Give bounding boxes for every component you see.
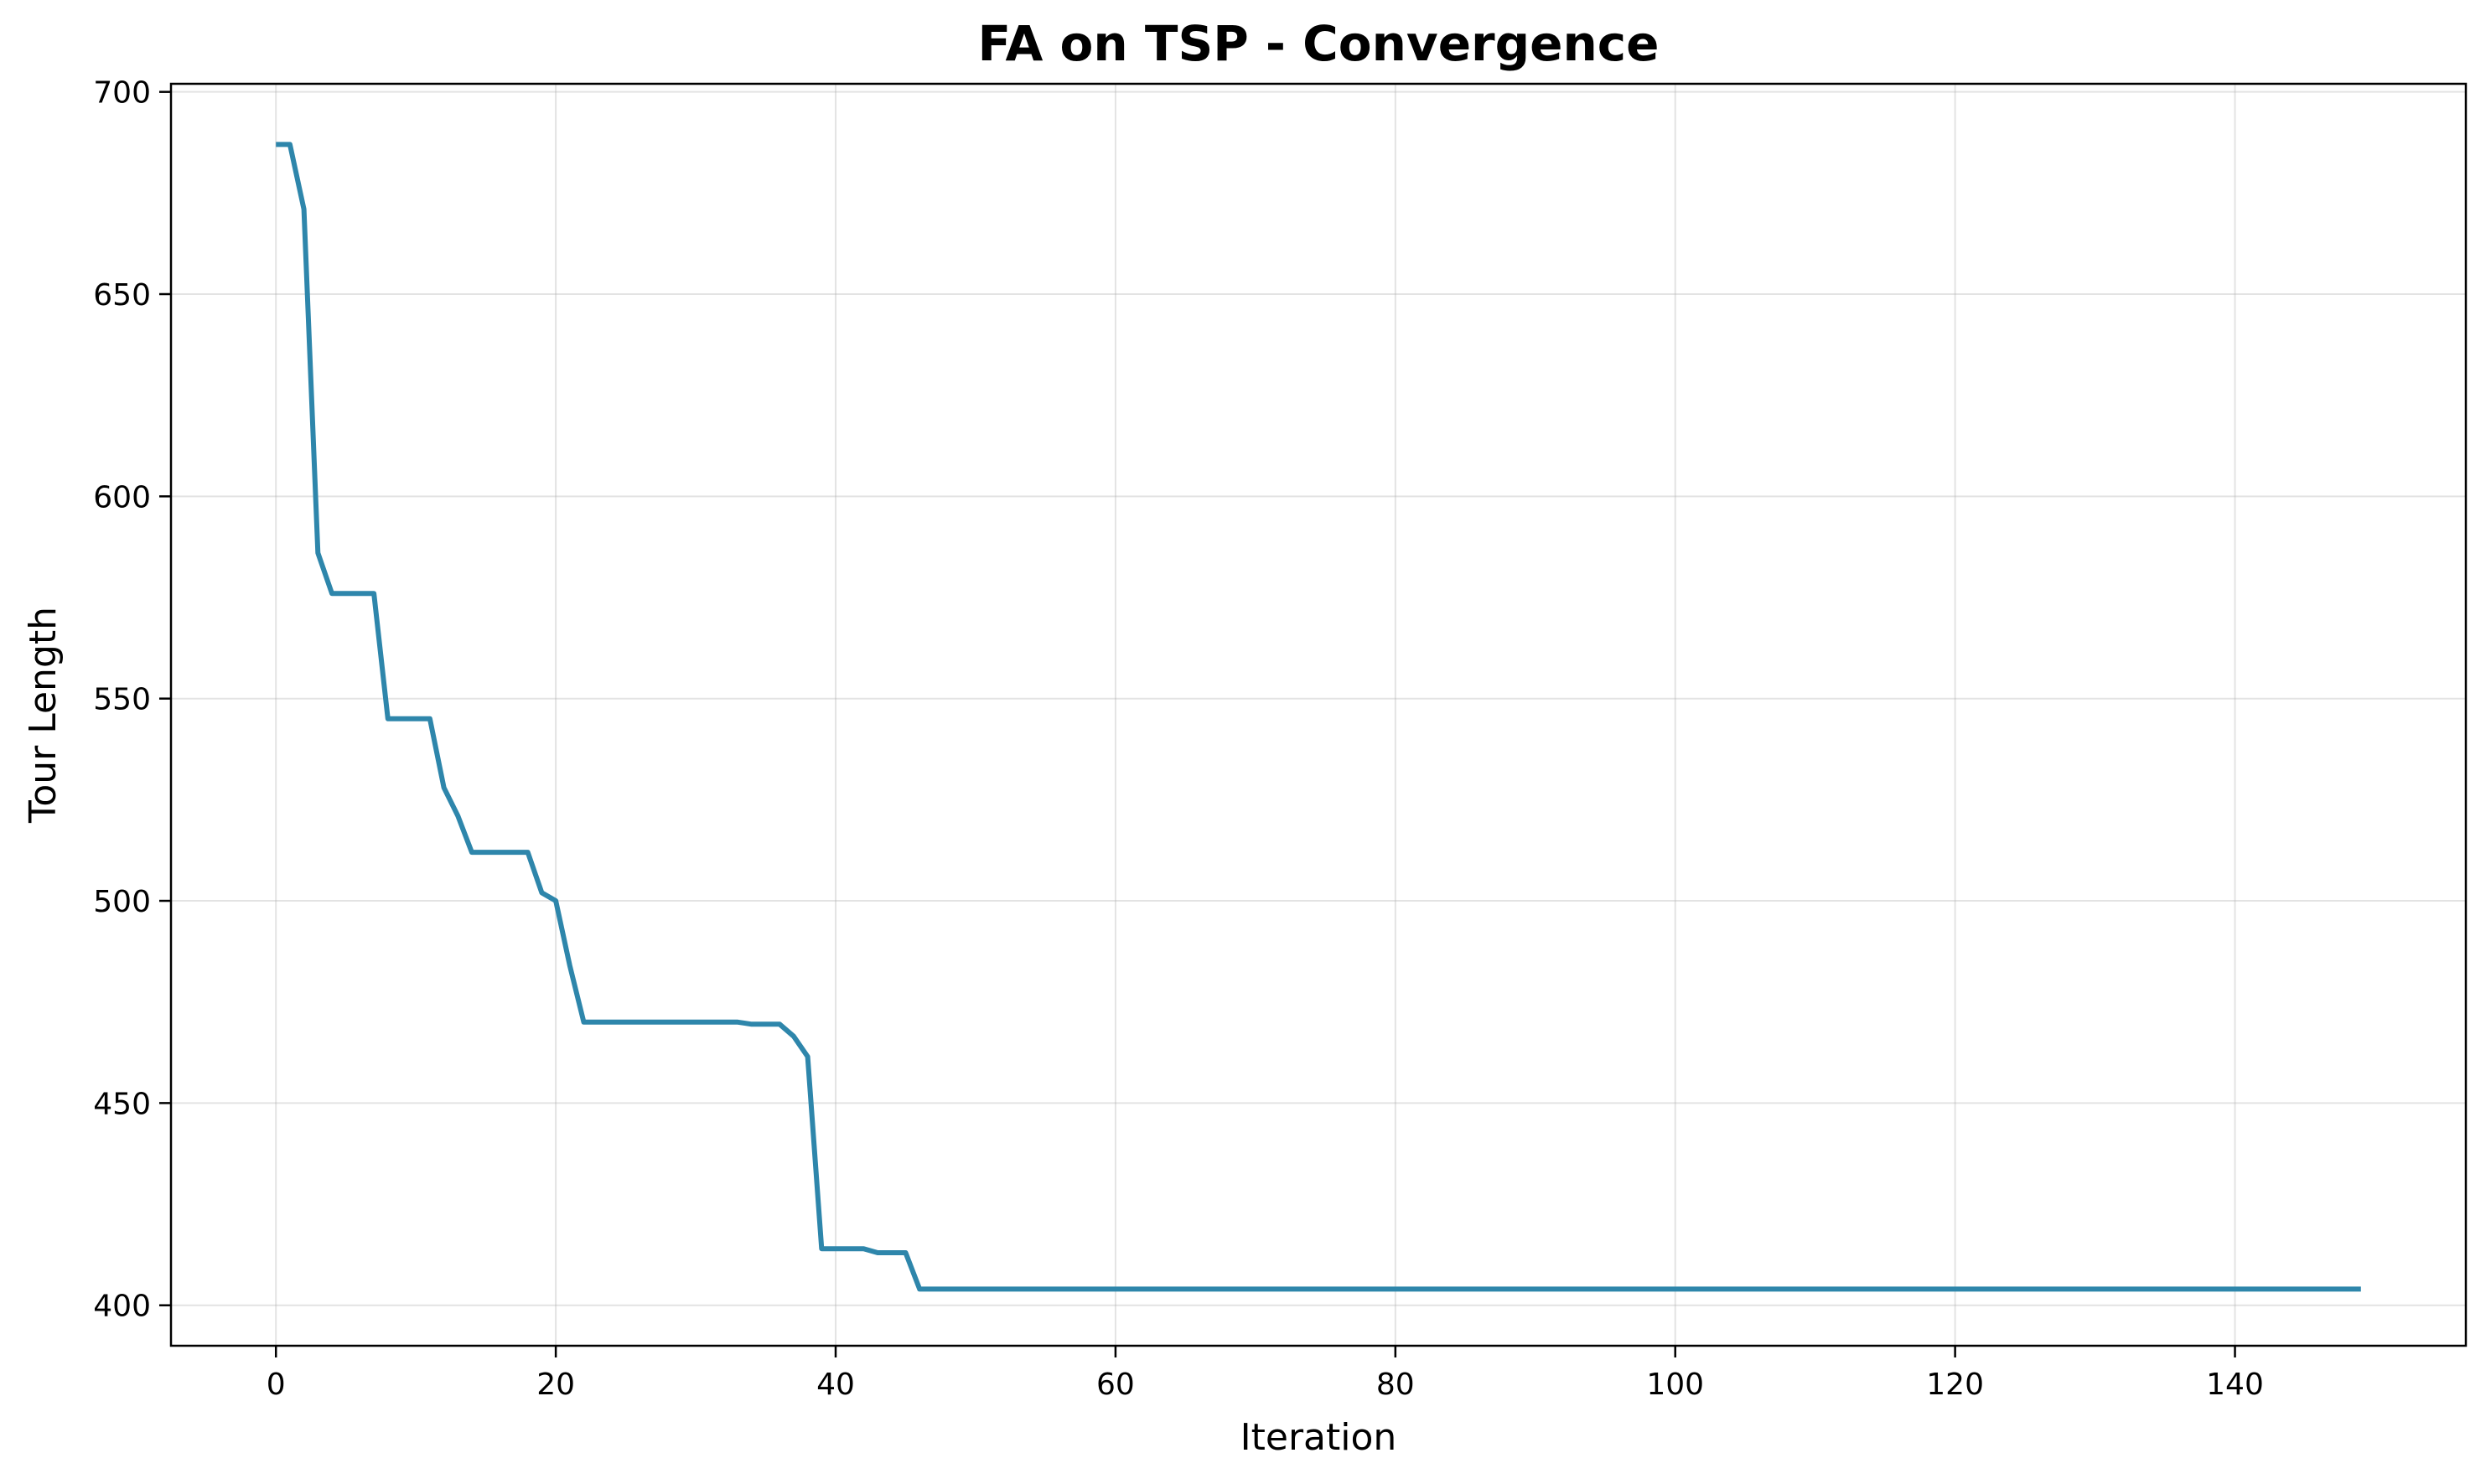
- chart-title: FA on TSP - Convergence: [978, 15, 1660, 72]
- x-tick-label: 80: [1376, 1368, 1415, 1402]
- series-line: [276, 142, 2361, 1292]
- x-tick-label: 140: [2206, 1368, 2264, 1402]
- y-tick-label: 400: [93, 1290, 151, 1324]
- x-tick-label: 40: [816, 1368, 855, 1402]
- x-tick-label: 60: [1096, 1368, 1135, 1402]
- x-tick-label: 20: [536, 1368, 575, 1402]
- y-tick-label: 550: [93, 683, 151, 717]
- y-tick-label: 450: [93, 1087, 151, 1121]
- x-axis-label: Iteration: [1240, 1416, 1397, 1459]
- y-tick-label: 650: [93, 278, 151, 313]
- tick-layer: 0 20 40 60 80 100 120 140 400 450 500 550 600 650 700: [93, 76, 2264, 1402]
- x-tick-label: 100: [1646, 1368, 1704, 1402]
- y-tick-label: 500: [93, 885, 151, 919]
- x-tick-label: 120: [1926, 1368, 1984, 1402]
- plot-frame: [169, 82, 2468, 1347]
- y-axis-label: Tour Length: [22, 607, 65, 824]
- y-tick-label: 700: [93, 76, 151, 111]
- series-layer: [276, 142, 2361, 1292]
- y-tick-label: 600: [93, 480, 151, 514]
- x-tick-label: 0: [267, 1368, 286, 1402]
